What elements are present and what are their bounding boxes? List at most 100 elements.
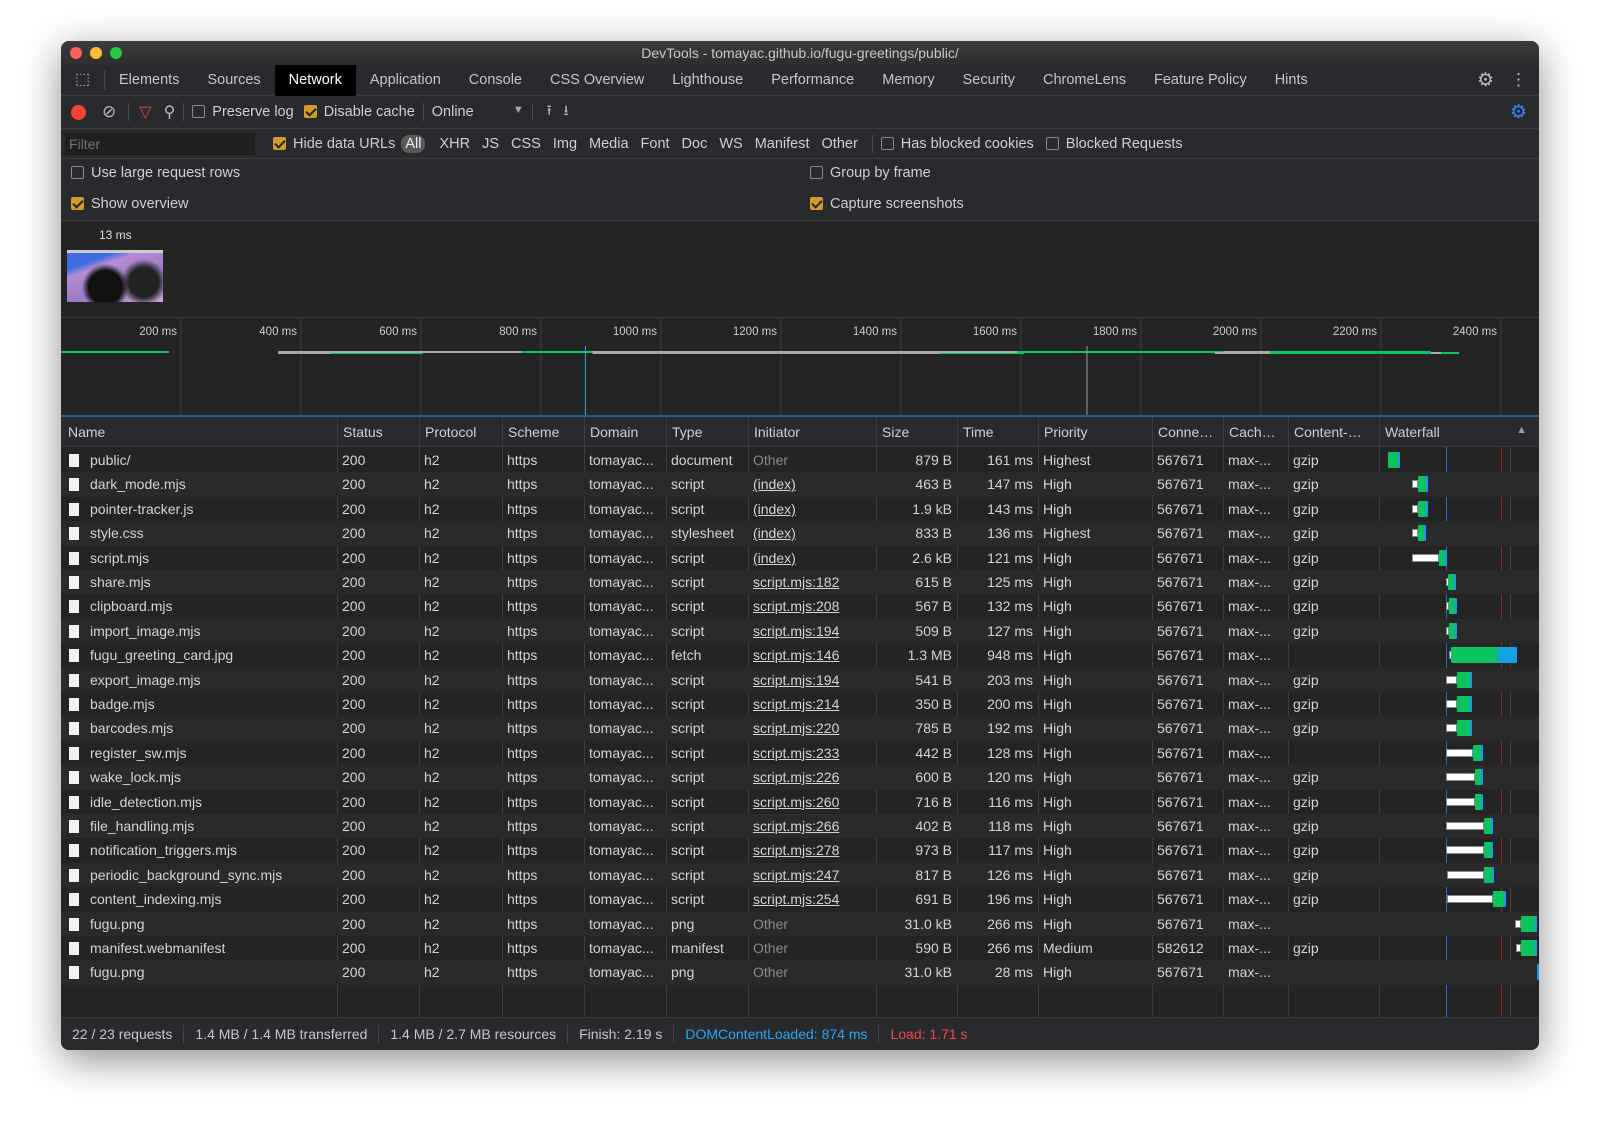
column-header-priority[interactable]: Priority (1038, 417, 1152, 446)
request-row[interactable]: barcodes.mjs 200 h2 https tomayac... script sc… (61, 716, 1539, 741)
request-row[interactable]: idle_detection.mjs 200 h2 https tomayac... sc… (61, 790, 1539, 814)
request-row[interactable]: wake_lock.mjs 200 h2 https tomayac... script s… (61, 765, 1539, 790)
preserve-log-checkbox[interactable]: Preserve log (192, 104, 294, 120)
hide-data-urls-checkbox[interactable]: Hide data URLs (273, 136, 395, 152)
cell-initiator[interactable]: script.mjs:226 (753, 769, 840, 786)
type-filter-ws[interactable]: WS (719, 135, 743, 152)
type-filter-font[interactable]: Font (640, 135, 670, 152)
tab-feature-policy[interactable]: Feature Policy (1154, 71, 1247, 88)
throttling-select[interactable]: Online ▼ (432, 104, 524, 120)
type-filter-manifest[interactable]: Manifest (754, 135, 810, 152)
request-row[interactable]: dark_mode.mjs 200 h2 https tomayac... script (… (61, 472, 1539, 497)
page-screenshot-thumbnail[interactable] (67, 250, 163, 302)
checkbox-box[interactable] (810, 166, 823, 179)
request-row[interactable]: clipboard.mjs 200 h2 https tomayac... script s… (61, 594, 1539, 618)
timeline-overview[interactable]: 200 ms 400 ms 600 ms 800 ms 1000 ms 1200 ms 14… (61, 318, 1539, 415)
tab-css-overview[interactable]: CSS Overview (549, 71, 645, 88)
cell-initiator[interactable]: script.mjs:182 (753, 574, 840, 590)
request-row[interactable]: file_handling.mjs 200 h2 https tomayac... scr… (61, 814, 1539, 839)
import-har-icon[interactable]: ⭱ (546, 102, 552, 118)
tab-console[interactable]: Console (468, 71, 522, 88)
column-header-initiator[interactable]: Initiator (748, 417, 876, 446)
request-row[interactable]: style.css 200 h2 https tomayac... stylesheet (… (61, 521, 1539, 546)
column-header-size[interactable]: Size (876, 417, 957, 446)
cell-initiator[interactable]: script.mjs:254 (753, 891, 840, 908)
request-row[interactable]: manifest.webmanifest 200 h2 https tomayac...… (61, 936, 1539, 960)
tab-memory[interactable]: Memory (882, 71, 935, 88)
minimize-window-button[interactable] (90, 47, 102, 59)
request-row[interactable]: notification_triggers.mjs 200 h2 https tomay… (61, 838, 1539, 862)
close-window-button[interactable] (70, 47, 82, 59)
column-header-protocol[interactable]: Protocol (419, 417, 502, 446)
checkbox-box[interactable] (192, 105, 206, 118)
column-header-name[interactable]: Name (68, 424, 106, 440)
cell-initiator[interactable]: script.mjs:233 (753, 744, 840, 761)
request-row[interactable]: export_image.mjs 200 h2 https tomayac... scri… (61, 667, 1539, 692)
type-filter-xhr[interactable]: XHR (439, 135, 471, 152)
type-filter-img[interactable]: Img (552, 135, 578, 152)
large-rows-checkbox[interactable]: Use large request rows (71, 165, 240, 181)
cell-initiator[interactable]: (index) (753, 525, 796, 542)
column-header-connection-id[interactable]: Conne… (1152, 417, 1223, 446)
cell-initiator[interactable]: script.mjs:194 (753, 671, 840, 688)
blocked-requests-checkbox[interactable]: Blocked Requests (1045, 136, 1183, 152)
tab-application[interactable]: Application (369, 71, 441, 88)
record-button[interactable] (71, 104, 86, 120)
checkbox-box[interactable] (303, 105, 317, 118)
tab-security[interactable]: Security (962, 71, 1015, 88)
tab-network[interactable]: Network (274, 64, 356, 96)
request-row[interactable]: script.mjs 200 h2 https tomayac... script (ind… (61, 546, 1539, 570)
cell-initiator[interactable]: script.mjs:220 (753, 720, 840, 737)
request-row[interactable]: fugu.png 200 h2 https tomayac... png Other 31.0… (61, 960, 1539, 985)
has-blocked-cookies-checkbox[interactable]: Has blocked cookies (880, 136, 1034, 152)
cell-initiator[interactable]: script.mjs:208 (753, 598, 840, 615)
request-row[interactable]: share.mjs 200 h2 https tomayac... script scrip… (61, 570, 1539, 595)
column-header-time[interactable]: Time (957, 417, 1038, 446)
cell-initiator[interactable]: script.mjs:214 (753, 696, 840, 712)
column-header-content-encoding[interactable]: Content-… (1288, 417, 1379, 446)
request-row[interactable]: import_image.mjs 200 h2 https tomayac... scri… (61, 618, 1539, 644)
checkbox-box[interactable] (71, 197, 84, 210)
cell-initiator[interactable]: script.mjs:146 (753, 647, 840, 664)
maximize-window-button[interactable] (110, 47, 122, 59)
tab-sources[interactable]: Sources (207, 71, 261, 88)
inspect-element-icon[interactable]: ⬚ (61, 70, 105, 90)
request-row[interactable]: pointer-tracker.js 200 h2 https tomayac... sc… (61, 497, 1539, 521)
settings-gear-icon[interactable]: ⚙ (1476, 69, 1494, 91)
column-header-scheme[interactable]: Scheme (502, 417, 584, 446)
network-settings-icon[interactable]: ⚙ (1509, 101, 1527, 123)
request-row[interactable]: content_indexing.mjs 200 h2 https tomayac...… (61, 887, 1539, 911)
checkbox-box[interactable] (273, 136, 286, 150)
filter-icon[interactable]: ▽ (139, 104, 152, 121)
request-row[interactable]: periodic_background_sync.mjs 200 h2 https to… (61, 862, 1539, 888)
tab-performance[interactable]: Performance (771, 71, 855, 88)
cell-initiator[interactable]: script.mjs:194 (753, 622, 840, 639)
type-filter-css[interactable]: CSS (511, 135, 541, 152)
type-filter-doc[interactable]: Doc (681, 135, 708, 152)
cell-initiator[interactable]: (index) (753, 476, 796, 493)
cell-initiator[interactable]: script.mjs:247 (753, 866, 840, 883)
column-header-waterfall[interactable]: Waterfall (1379, 417, 1537, 446)
export-har-icon[interactable]: ⭳ (563, 102, 569, 118)
tab-hints[interactable]: Hints (1274, 71, 1308, 88)
clear-icon[interactable]: ⊘ (102, 102, 117, 121)
type-filter-all[interactable]: All (401, 134, 426, 153)
column-header-type[interactable]: Type (666, 417, 748, 446)
request-row[interactable]: public/200 h2 https tomayac... document Other… (61, 448, 1539, 472)
tab-chromelens[interactable]: ChromeLens (1043, 71, 1127, 88)
cell-initiator[interactable]: script.mjs:260 (753, 793, 840, 810)
column-header-domain[interactable]: Domain (584, 417, 666, 446)
request-row[interactable]: fugu.png 200 h2 https tomayac... png Other 31.0… (61, 911, 1539, 936)
request-row[interactable]: register_sw.mjs 200 h2 https tomayac... scrip… (61, 741, 1539, 765)
cell-initiator[interactable]: script.mjs:278 (753, 842, 840, 859)
cell-initiator[interactable]: (index) (753, 500, 796, 517)
cell-initiator[interactable]: (index) (753, 549, 796, 566)
checkbox-box[interactable] (71, 166, 84, 179)
show-overview-checkbox[interactable]: Show overview (71, 196, 189, 212)
checkbox-box[interactable] (810, 197, 823, 210)
type-filter-other[interactable]: Other (821, 135, 858, 152)
capture-screenshots-checkbox[interactable]: Capture screenshots (810, 196, 964, 212)
request-row[interactable]: fugu_greeting_card.jpg 200 h2 https tomayac.… (61, 643, 1539, 667)
column-header-cache-control[interactable]: Cach… (1223, 417, 1288, 446)
group-by-frame-checkbox[interactable]: Group by frame (810, 165, 931, 181)
